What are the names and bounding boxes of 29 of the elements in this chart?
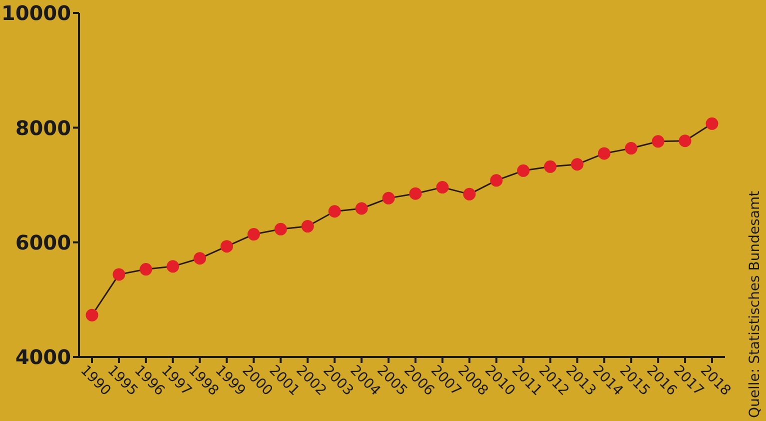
point xyxy=(194,252,206,265)
point xyxy=(463,188,476,200)
point xyxy=(274,222,287,236)
point xyxy=(355,202,368,215)
point xyxy=(652,135,664,148)
point xyxy=(409,187,422,200)
point xyxy=(301,220,314,233)
point xyxy=(678,134,692,148)
y-tick-label: 4000 xyxy=(15,345,71,370)
source-note: Quelle: Statistisches Bundesamt xyxy=(747,190,763,418)
point xyxy=(570,158,584,171)
y-tick-label: 6000 xyxy=(15,230,71,254)
point xyxy=(382,192,395,204)
point xyxy=(166,260,180,273)
point xyxy=(220,240,234,253)
point xyxy=(140,263,152,276)
point xyxy=(328,205,341,218)
point xyxy=(436,181,449,194)
point xyxy=(706,117,718,130)
point xyxy=(598,147,610,160)
y-tick-label: 8000 xyxy=(15,116,71,140)
point xyxy=(112,268,126,281)
point xyxy=(86,308,98,322)
point xyxy=(544,160,557,173)
y-tick-label: 10000 xyxy=(1,1,71,26)
point xyxy=(247,228,260,241)
point xyxy=(517,164,530,177)
point xyxy=(624,142,638,155)
point xyxy=(490,174,503,187)
